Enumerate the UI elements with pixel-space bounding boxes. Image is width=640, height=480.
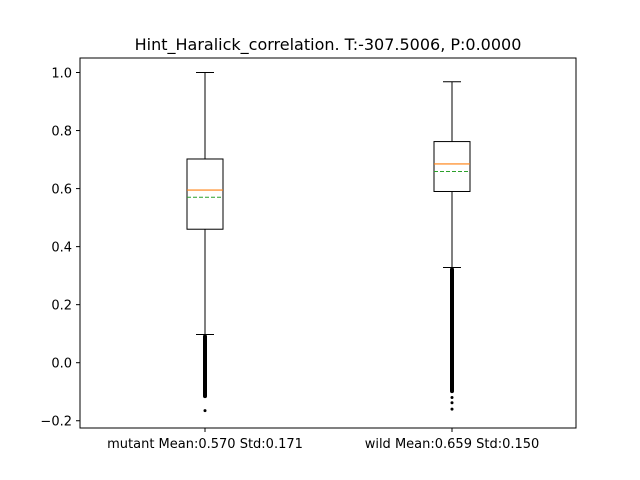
y-tick-label: −0.2 (40, 415, 72, 430)
x-axis: mutant Mean:0.570 Std:0.171 wild Mean:0.6… (107, 428, 539, 452)
outlier-point (203, 409, 207, 413)
chart-title: Hint_Haralick_correlation. T:-307.5006, … (135, 35, 522, 55)
outlier-point (450, 401, 454, 405)
x-tick-label: mutant Mean:0.570 Std:0.171 (107, 437, 303, 452)
iqr-box (433, 141, 471, 192)
y-tick-label: 0.8 (51, 125, 72, 140)
y-tick-label: 0.2 (51, 299, 72, 314)
y-tick-label: 1.0 (51, 67, 72, 82)
iqr-box (186, 158, 224, 230)
outlier-point (450, 396, 454, 400)
box-wild (433, 81, 471, 411)
y-tick-label: 0.4 (51, 241, 72, 256)
x-tick-label: wild Mean:0.659 Std:0.150 (365, 437, 540, 452)
y-tick-label: 0.6 (51, 183, 72, 198)
y-axis: −0.2 0.0 0.2 0.4 0.6 0.8 1.0 (40, 67, 80, 430)
outlier-band (450, 267, 454, 394)
boxes-group (186, 72, 471, 413)
plot-area (79, 57, 577, 429)
y-tick-label: 0.0 (51, 357, 72, 372)
outlier-band (203, 334, 207, 399)
outlier-point (450, 407, 454, 411)
box-mutant (186, 72, 224, 413)
